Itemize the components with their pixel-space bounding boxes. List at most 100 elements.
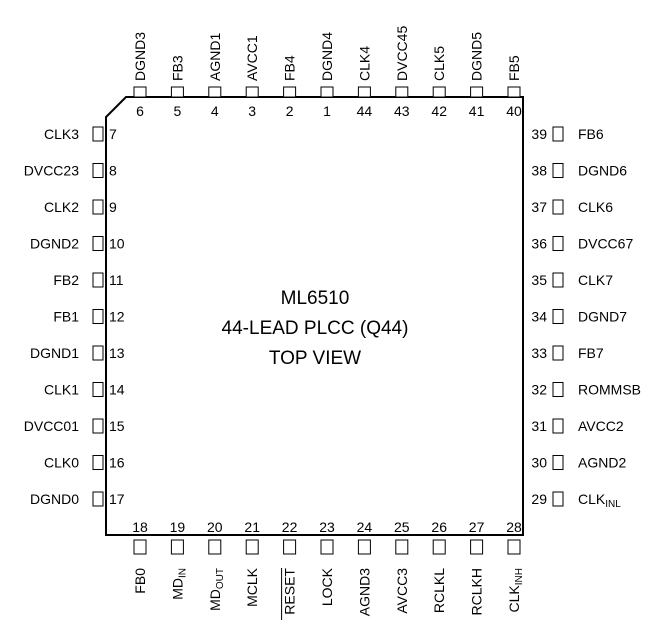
pin-label-9: CLK2 <box>44 199 79 215</box>
pin-label-5: FB3 <box>169 55 185 81</box>
title-line-view: TOP VIEW <box>269 348 361 369</box>
pin-label-3: AVCC1 <box>244 35 260 81</box>
pin-box-14 <box>92 382 104 397</box>
pin-box-15 <box>92 418 104 434</box>
pin-box-21 <box>245 539 259 555</box>
pin-box-41 <box>470 86 484 98</box>
pin-number-43: 43 <box>394 103 410 119</box>
pin-label-8: DVCC23 <box>24 163 79 179</box>
pin-number-27: 27 <box>469 519 485 535</box>
pin-number-16: 16 <box>109 455 125 471</box>
pin-label-27: RCLKH <box>469 568 485 615</box>
pin-number-26: 26 <box>431 519 447 535</box>
pin-box-33 <box>552 345 564 361</box>
pin-label-16: CLK0 <box>44 455 79 471</box>
pin-label-22: RESET <box>282 568 298 615</box>
pin-number-14: 14 <box>109 382 125 398</box>
package-body <box>105 96 524 536</box>
pin-box-39 <box>552 126 564 142</box>
pin-box-18 <box>133 539 147 555</box>
pins-group: 6 DGND3 5 FB3 4 AGND1 3 AVCC1 2 FB4 1 DGND4 44 CLK4 43… <box>24 26 641 620</box>
pin-label-32: ROMMSB <box>578 382 641 398</box>
pin-box-40 <box>507 86 521 98</box>
pin-label-12: FB1 <box>53 309 79 325</box>
pin-label-23: LOCK <box>319 567 335 606</box>
pin-number-9: 9 <box>109 199 117 215</box>
pin-number-40: 40 <box>506 103 522 119</box>
pin-number-42: 42 <box>431 103 447 119</box>
pin-number-10: 10 <box>109 236 125 252</box>
pin-label-4: AGND1 <box>207 33 223 81</box>
pin-label-41: DGND5 <box>469 32 485 81</box>
pin-box-27 <box>470 539 484 555</box>
pin-number-6: 6 <box>136 103 144 119</box>
pin-box-43 <box>395 86 409 98</box>
pin-box-37 <box>552 199 564 215</box>
pin-number-32: 32 <box>531 382 547 398</box>
pin-box-28 <box>507 539 521 555</box>
pin-box-16 <box>92 455 104 470</box>
pin-label-43: DVCC45 <box>394 26 410 81</box>
pin-box-12 <box>92 309 104 324</box>
pin-box-36 <box>552 236 564 251</box>
pin-number-39: 39 <box>531 126 547 142</box>
pin-box-26 <box>432 539 446 555</box>
pin-label-30: AGND2 <box>578 455 626 471</box>
pin-number-20: 20 <box>207 519 223 535</box>
pin-box-30 <box>552 455 564 470</box>
pin-label-25: AVCC3 <box>394 568 410 614</box>
pin-box-34 <box>552 309 564 324</box>
pin-label-35: CLK7 <box>578 272 613 288</box>
pin-label-37: CLK6 <box>578 199 613 215</box>
pin-label-31: AVCC2 <box>578 418 624 434</box>
pin-label-6: DGND3 <box>132 32 148 81</box>
pin-label-36: DVCC67 <box>578 236 633 252</box>
pin-box-9 <box>92 199 104 215</box>
pin-number-1: 1 <box>323 103 331 119</box>
pin-label-42: CLK5 <box>431 46 447 81</box>
pin-box-20 <box>208 539 222 555</box>
pin-number-21: 21 <box>244 519 260 535</box>
pin-number-17: 17 <box>109 491 125 507</box>
pin-box-22 <box>283 539 297 555</box>
pin-box-7 <box>92 126 104 142</box>
pin-label-28: CLKINH <box>506 568 525 612</box>
pin-label-14: CLK1 <box>44 382 79 398</box>
pin-box-42 <box>432 86 446 98</box>
pin-number-38: 38 <box>531 163 547 179</box>
pin-box-44 <box>357 86 371 98</box>
pin-number-36: 36 <box>531 236 547 252</box>
pin-box-23 <box>320 539 334 555</box>
title-line-package: 44-LEAD PLCC (Q44) <box>222 318 409 339</box>
pin-box-5 <box>170 86 184 98</box>
pin-box-29 <box>552 491 564 507</box>
pin-number-13: 13 <box>109 345 125 361</box>
pin-number-7: 7 <box>109 126 117 142</box>
pin-box-17 <box>92 491 104 507</box>
pin-number-5: 5 <box>174 103 182 119</box>
pin-label-38: DGND6 <box>578 163 627 179</box>
pin-box-6 <box>133 86 147 98</box>
pin-number-31: 31 <box>531 418 547 434</box>
pin-number-19: 19 <box>170 519 186 535</box>
pin-label-1: DGND4 <box>319 32 335 81</box>
pin-number-34: 34 <box>531 309 547 325</box>
pin-label-44: CLK4 <box>356 46 372 81</box>
pin-number-8: 8 <box>109 163 117 179</box>
pin-label-39: FB6 <box>578 126 604 142</box>
pin-label-33: FB7 <box>578 345 604 361</box>
pin-box-8 <box>92 163 104 178</box>
pin-box-13 <box>92 345 104 361</box>
pin-number-24: 24 <box>357 519 373 535</box>
pin-box-25 <box>395 539 409 555</box>
pin-box-24 <box>357 539 371 555</box>
pin-number-41: 41 <box>469 103 485 119</box>
pin-number-2: 2 <box>286 103 294 119</box>
pin-number-12: 12 <box>109 309 125 325</box>
pin-number-22: 22 <box>282 519 298 535</box>
pin-box-2 <box>283 86 297 98</box>
pin-box-31 <box>552 418 564 434</box>
pin-number-15: 15 <box>109 418 125 434</box>
